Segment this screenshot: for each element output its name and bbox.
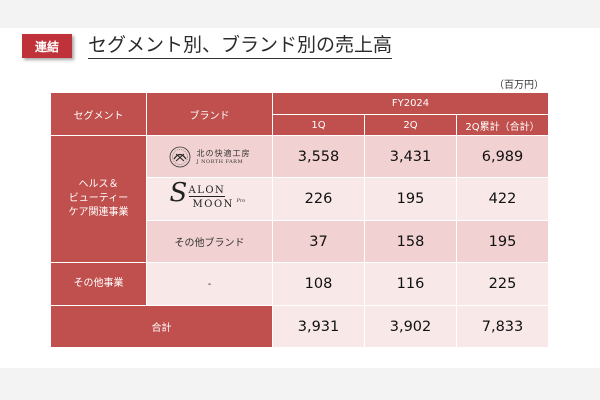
salon-moon-logo-line1: ALON bbox=[188, 184, 226, 197]
header-q2: 2Q bbox=[364, 114, 457, 136]
jnf-logo-jp: 北の快適工房 bbox=[196, 149, 251, 158]
page-title: セグメント別、ブランド別の売上高 bbox=[88, 33, 393, 59]
brand-cell-other: その他ブランド bbox=[146, 220, 273, 263]
table-row: その他事業 - 108 116 225 bbox=[50, 262, 550, 306]
table-row: ヘルス＆ ビューティー ケア関連事業 北の快適工房 J NORTH FARM 3… bbox=[50, 135, 550, 263]
salon-moon-logo-pro: Pro bbox=[236, 197, 246, 204]
brand-cell-jnf: 北の快適工房 J NORTH FARM bbox=[146, 135, 273, 178]
cell-jnf-q1: 3,558 bbox=[272, 135, 365, 178]
cell-total-q2: 3,902 bbox=[364, 305, 457, 348]
cell-other-cumulative: 225 bbox=[455, 262, 550, 306]
header-cumulative: 2Q累計（合計） bbox=[455, 114, 550, 136]
top-band bbox=[0, 0, 600, 28]
header-brand: ブランド bbox=[146, 92, 273, 136]
header-row: セグメント ブランド FY2024 bbox=[50, 92, 550, 136]
jnf-logo: 北の快適工房 J NORTH FARM bbox=[147, 146, 272, 168]
total-label: 合計 bbox=[50, 305, 273, 348]
header-segment: セグメント bbox=[50, 92, 147, 136]
segment-other: その他事業 bbox=[50, 262, 147, 306]
jnf-logo-en: J NORTH FARM bbox=[196, 159, 244, 165]
cell-jnf-cumulative: 6,989 bbox=[455, 135, 550, 178]
cell-salon-q2: 195 bbox=[364, 177, 457, 221]
salon-moon-logo-line2: MOON bbox=[192, 198, 234, 210]
bottom-band bbox=[0, 368, 600, 400]
cell-other-q1: 108 bbox=[272, 262, 365, 306]
jnf-emblem-icon bbox=[169, 146, 190, 167]
segment-health-beauty: ヘルス＆ ビューティー ケア関連事業 bbox=[50, 135, 147, 263]
unit-label: （百万円） bbox=[494, 80, 544, 91]
consolidated-badge: 連結 bbox=[22, 34, 72, 58]
cell-total-q1: 3,931 bbox=[272, 305, 365, 348]
table-row: S ALON MOON Pro 226 195 422 bbox=[51, 177, 550, 221]
cell-other-brand-cumulative: 195 bbox=[455, 220, 550, 263]
brand-cell-dash: - bbox=[146, 262, 273, 306]
salon-moon-logo-s: S bbox=[169, 177, 188, 208]
sales-table: セグメント ブランド FY2024 1Q 2Q 2Q累計（合計） ヘルス＆ ビュ… bbox=[50, 92, 550, 348]
cell-salon-cumulative: 422 bbox=[455, 177, 550, 221]
total-row: 合計 3,931 3,902 7,833 bbox=[50, 305, 550, 348]
cell-jnf-q2: 3,431 bbox=[364, 135, 457, 178]
salon-moon-logo: S ALON MOON Pro bbox=[170, 178, 250, 214]
cell-other-q2: 116 bbox=[364, 262, 457, 306]
segment-health-beauty-label: ヘルス＆ ビューティー ケア関連事業 bbox=[68, 179, 129, 218]
cell-total-cumulative: 7,833 bbox=[455, 305, 550, 348]
cell-salon-q1: 226 bbox=[272, 177, 365, 221]
cell-other-brand-q2: 158 bbox=[364, 220, 457, 263]
brand-cell-salon-moon: S ALON MOON Pro bbox=[146, 177, 273, 221]
header-period: FY2024 bbox=[271, 92, 550, 115]
header-q1: 1Q bbox=[272, 114, 365, 136]
cell-other-brand-q1: 37 bbox=[272, 220, 365, 263]
